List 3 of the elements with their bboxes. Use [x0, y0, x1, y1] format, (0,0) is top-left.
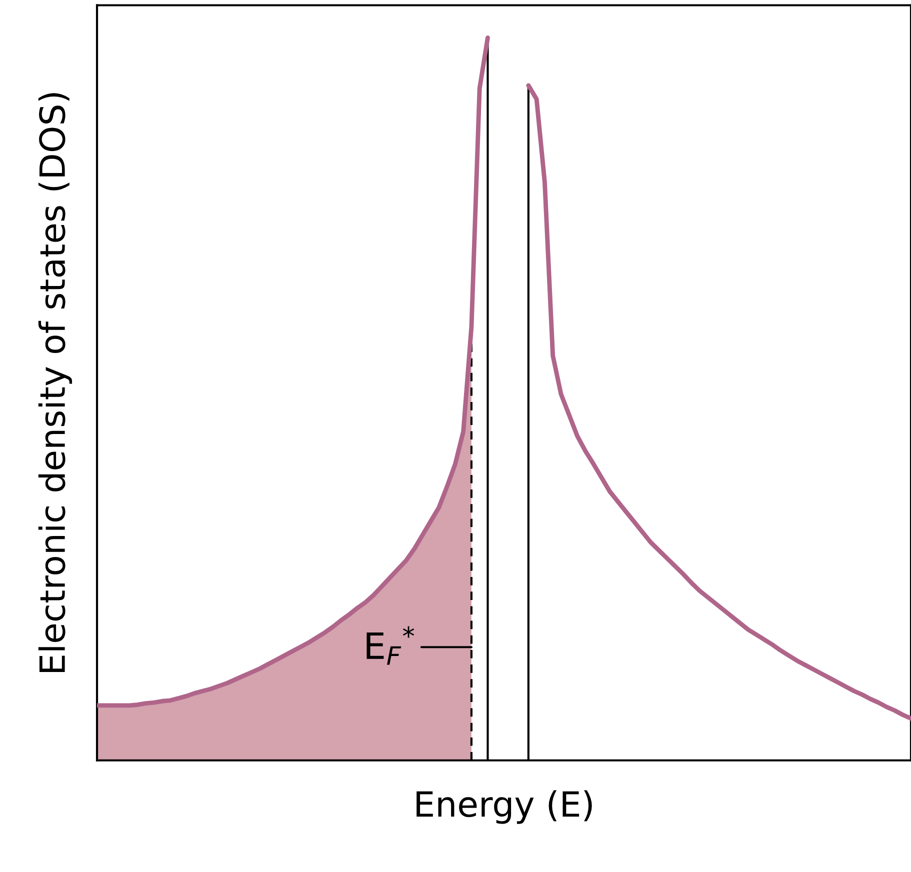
annotation: E$_{F}$$^{*}$	[366, 626, 414, 665]
x-axis-title: Energy (E)	[416, 790, 592, 824]
y-axis-title: Electronic density of states (DOS)	[38, 93, 72, 672]
